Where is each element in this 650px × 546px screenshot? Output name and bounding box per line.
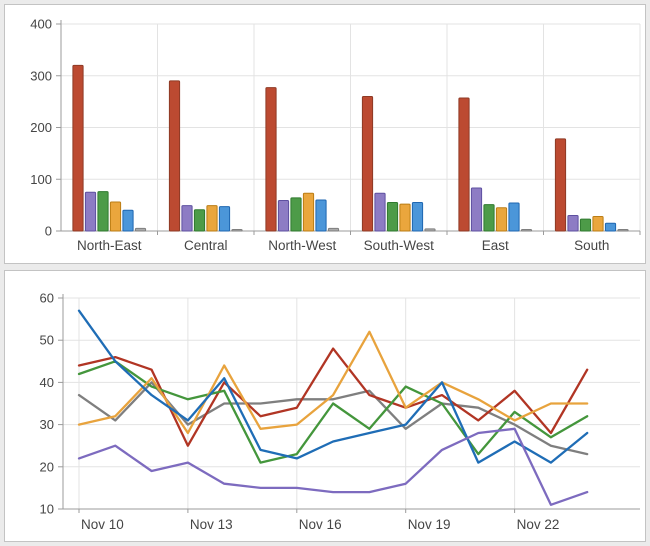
- bar-green-east: [483, 204, 495, 232]
- bar-purple-east: [470, 187, 483, 232]
- bar-chart-panel: 0 100 200 300 400 North-East Central North-West…: [4, 4, 646, 264]
- y-axis-tick-label: 400: [30, 17, 52, 32]
- bar-blue-central: [218, 206, 231, 232]
- bar-blue-south-west: [411, 202, 424, 232]
- bar-gray-east: [520, 229, 533, 232]
- x-axis-tick-label: Nov 10: [81, 517, 124, 532]
- line-series-green: [77, 360, 589, 464]
- bar-purple-south: [567, 214, 579, 232]
- bar-orange-north-east: [109, 201, 122, 232]
- bar-purple-north-east: [84, 191, 97, 232]
- line-chart: 10 20 30 40 50 60 Nov 10 Nov 13 Nov 16 Nov 19 Nov …: [40, 291, 640, 532]
- bar-red-south: [554, 138, 567, 232]
- y-axis-tick-label: 30: [40, 417, 54, 432]
- bar-orange-north-west: [302, 192, 315, 232]
- x-axis-tick-label: Nov 13: [190, 517, 233, 532]
- bar-blue-north-west: [315, 199, 327, 232]
- bar-green-south-west: [386, 202, 399, 232]
- bar-gray-central: [231, 228, 243, 232]
- bar-green-central: [193, 209, 206, 232]
- y-axis-tick-label: 50: [40, 333, 54, 348]
- bar-gray-north-west: [327, 227, 340, 232]
- bar-gray-north-east: [134, 227, 147, 232]
- bar-green-north-west: [290, 197, 302, 232]
- bar-green-north-east: [97, 191, 109, 232]
- bar-red-north-east: [72, 64, 84, 232]
- bar-gray-south-west: [424, 228, 436, 232]
- y-axis-tick-label: 0: [45, 224, 52, 239]
- bar-green-south: [579, 218, 592, 232]
- category-label: South-West: [364, 238, 435, 253]
- bar-blue-north-east: [122, 209, 134, 232]
- line-series-orange: [77, 330, 589, 435]
- bar-purple-central: [181, 205, 193, 232]
- category-label: Central: [184, 238, 228, 253]
- line-chart-panel: 10 20 30 40 50 60 Nov 10 Nov 13 Nov 16 Nov 19 Nov …: [4, 270, 646, 542]
- y-axis-tick-label: 60: [40, 291, 54, 306]
- bar-blue-south: [604, 222, 617, 232]
- category-label: North-East: [77, 238, 142, 253]
- bar-chart: 0 100 200 300 400 North-East Central North-West…: [30, 17, 641, 253]
- bar-red-north-west: [265, 87, 277, 232]
- bar-orange-south-west: [399, 203, 411, 232]
- bar-purple-south-west: [374, 192, 386, 232]
- bar-purple-north-west: [277, 199, 290, 232]
- y-axis-tick-label: 100: [30, 172, 52, 187]
- y-axis-tick-label: 20: [40, 459, 54, 474]
- y-axis-tick-label: 200: [30, 120, 52, 135]
- category-label: East: [482, 238, 509, 253]
- y-axis-tick-label: 300: [30, 68, 52, 83]
- bar-red-east: [458, 97, 470, 232]
- category-label: North-West: [268, 238, 336, 253]
- y-axis-tick-label: 40: [40, 375, 54, 390]
- line-series-blue: [77, 309, 589, 464]
- category-label: South: [574, 238, 609, 253]
- bar-red-central: [168, 80, 181, 232]
- bar-orange-central: [206, 205, 218, 232]
- bar-orange-south: [592, 216, 604, 232]
- x-axis-tick-label: Nov 22: [517, 517, 560, 532]
- bar-orange-east: [495, 207, 508, 232]
- bar-blue-east: [508, 202, 520, 232]
- y-axis-tick-label: 10: [40, 502, 54, 517]
- x-axis-tick-label: Nov 19: [408, 517, 451, 532]
- line-series-purple: [77, 427, 589, 506]
- bar-red-south-west: [361, 95, 374, 232]
- bar-gray-south: [617, 229, 629, 232]
- x-axis-tick-label: Nov 16: [299, 517, 342, 532]
